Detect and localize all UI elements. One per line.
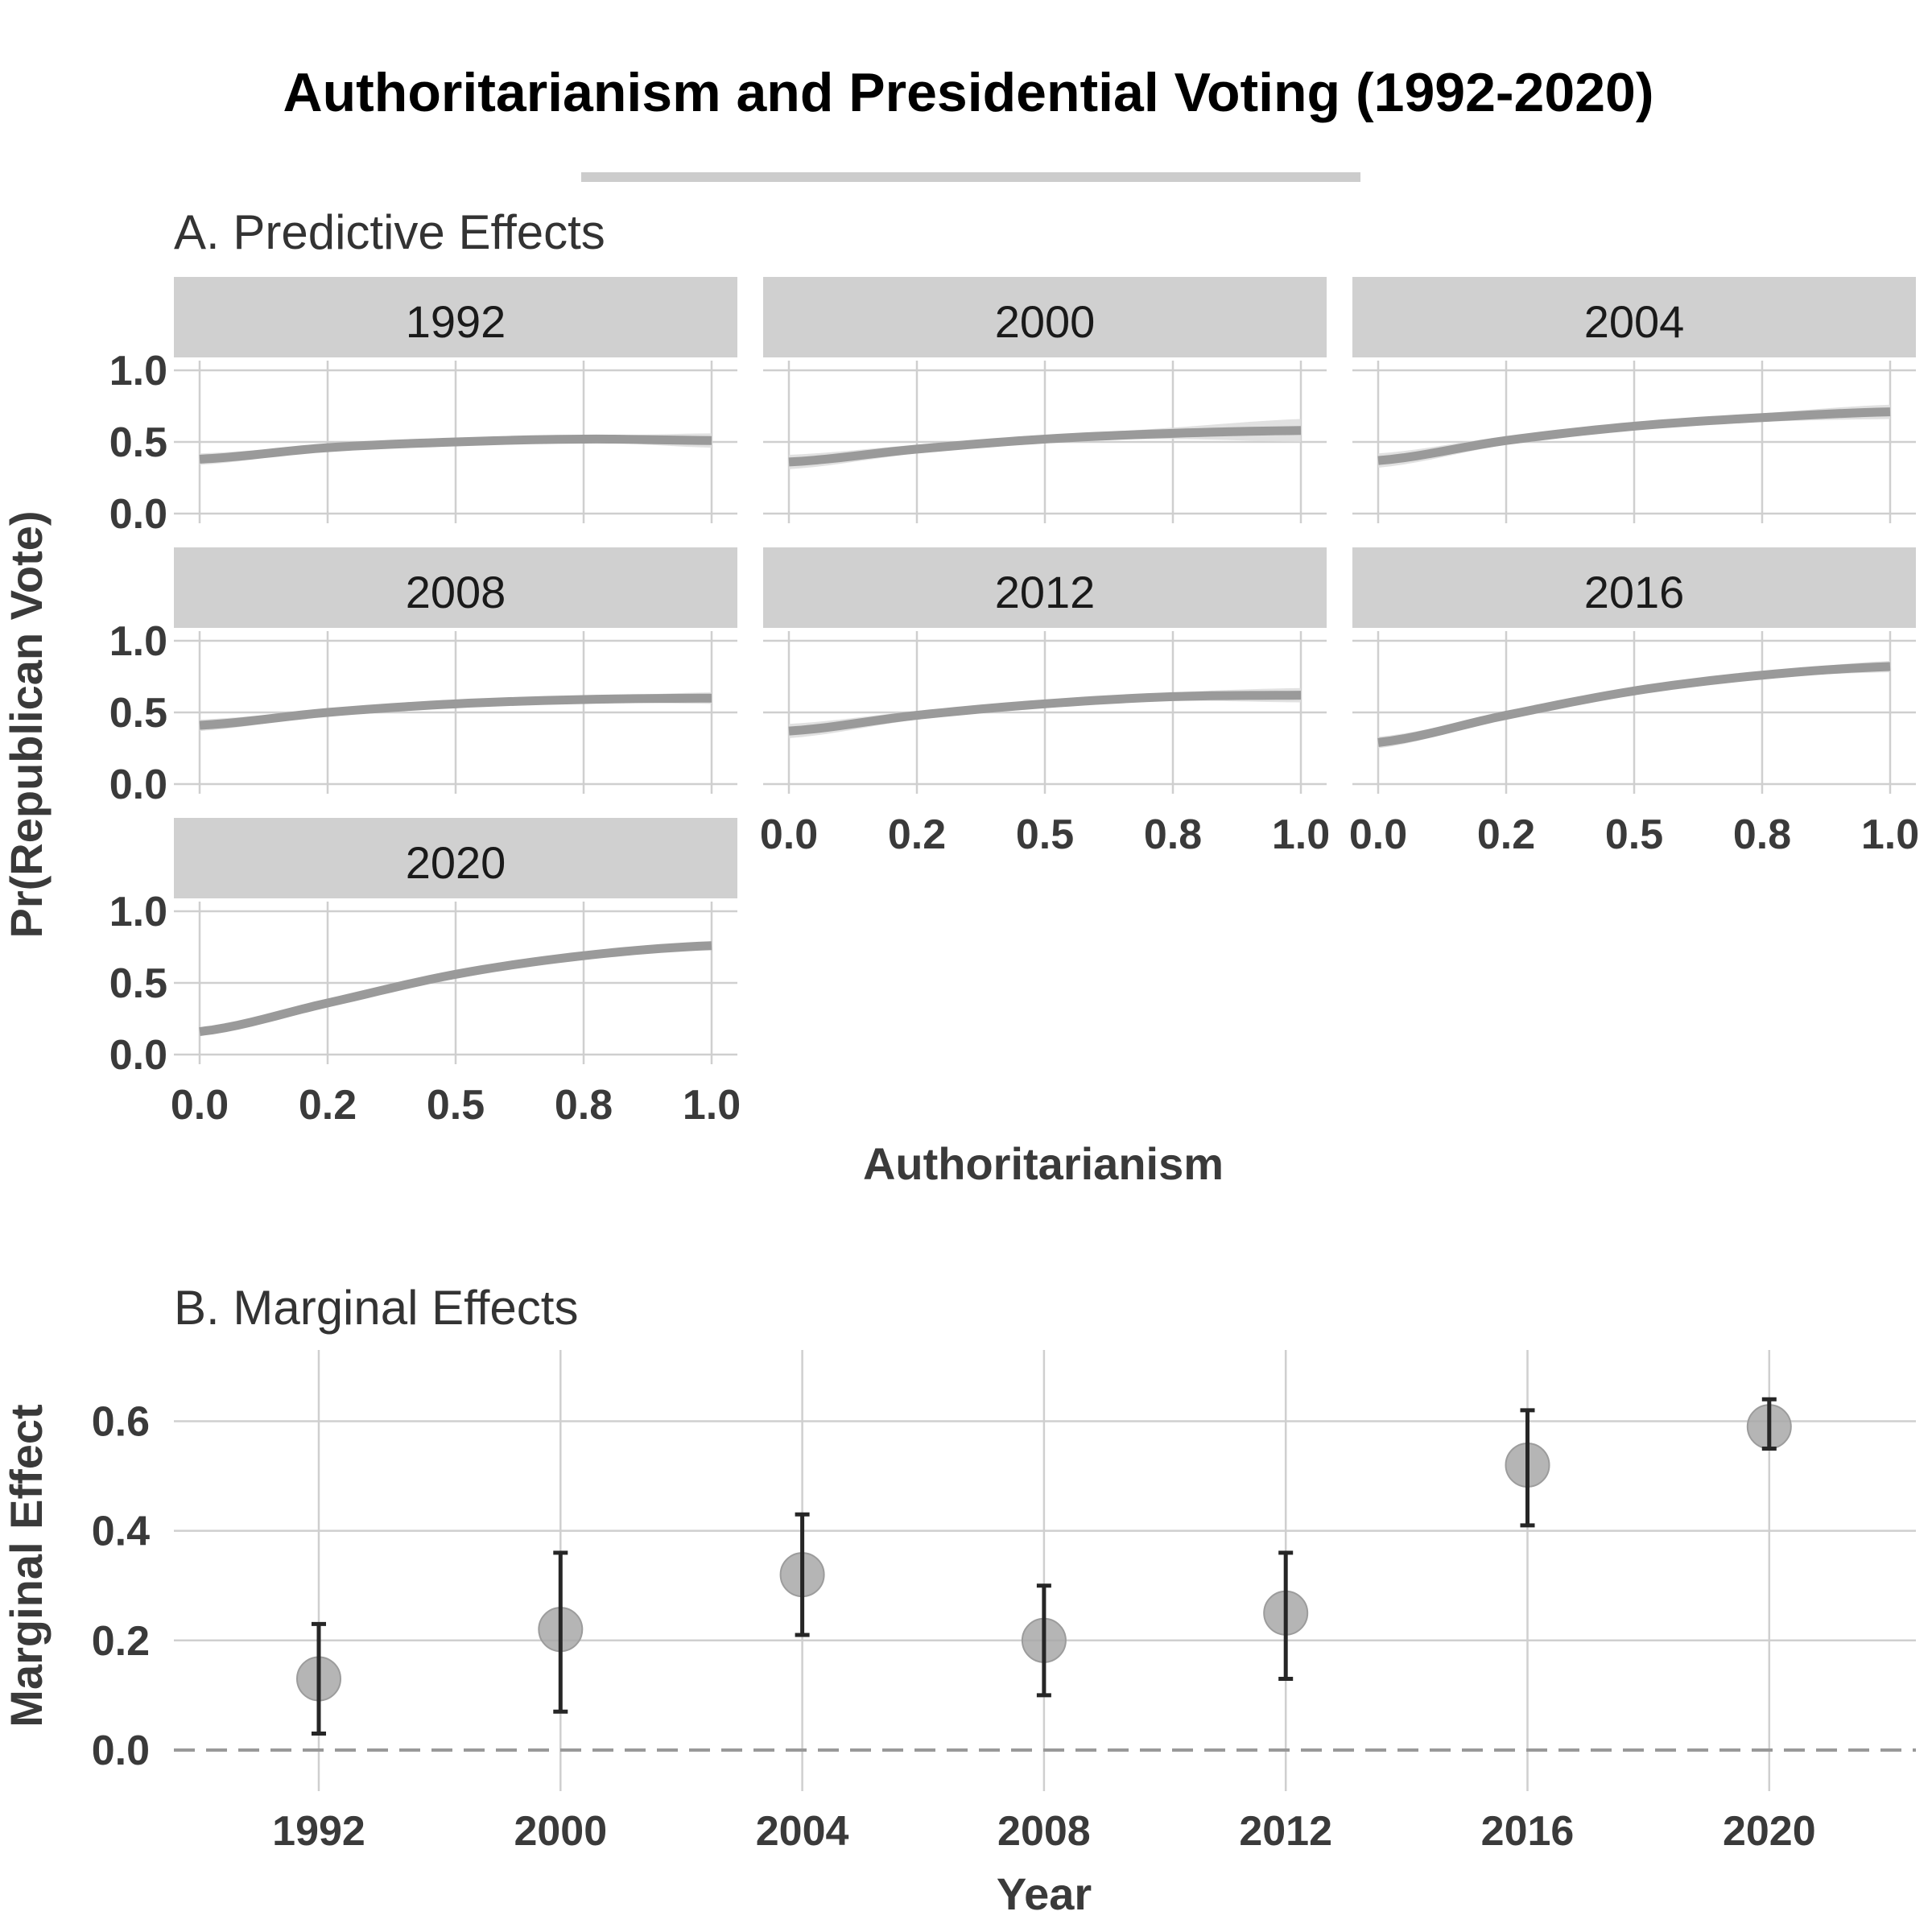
x-tick-label: 2008 (997, 1808, 1091, 1855)
facet-strip-label: 1992 (406, 296, 506, 347)
x-tick-label: 1.0 (1272, 811, 1330, 858)
marginal-point-2012 (1264, 1553, 1307, 1679)
x-tick-label: 0.5 (427, 1082, 485, 1129)
facet-strip-label: 2004 (1584, 296, 1685, 347)
x-tick-label: 1.0 (1861, 811, 1919, 858)
y-tick-label: 0.5 (109, 419, 167, 466)
x-tick-label: 0.5 (1605, 811, 1663, 858)
facet-2000: 2000 (763, 277, 1327, 523)
marginal-effects-panel: B. Marginal Effects 0.0 0.2 0.4 0.6 1992 2000… (1, 1281, 1916, 1919)
facet-2016: 2016 0.0 0.2 0.5 0.8 1.0 (1349, 547, 1919, 858)
y-tick-label: 0.5 (109, 690, 167, 737)
x-tick-label: 2012 (1239, 1808, 1332, 1855)
marginal-point-2020 (1748, 1399, 1791, 1448)
x-tick-label: 0.8 (1144, 811, 1202, 858)
y-tick-label: 0.0 (109, 762, 167, 808)
facet-strip-label: 2016 (1584, 567, 1685, 617)
x-tick-label: 2020 (1723, 1808, 1816, 1855)
y-tick-label: 0.0 (109, 491, 167, 538)
facet-strip-label: 2020 (406, 837, 506, 888)
marginal-x-axis-title: Year (997, 1868, 1092, 1919)
marginal-point-2008 (1022, 1586, 1066, 1695)
facet-2012: 2012 0.0 0.2 0.5 0.8 1.0 (760, 547, 1330, 858)
facet-strip-label: 2012 (995, 567, 1096, 617)
figure-title: Authoritarianism and Presidential Voting… (283, 62, 1654, 123)
y-tick-label: 0.2 (92, 1618, 150, 1665)
y-tick-label: 0.4 (92, 1509, 150, 1555)
facet-2008: 2008 0.0 0.5 1.0 (109, 547, 737, 808)
y-tick-label: 0.6 (92, 1398, 150, 1445)
predictive-x-axis-title: Authoritarianism (863, 1138, 1224, 1189)
x-tick-label: 2016 (1481, 1808, 1575, 1855)
marginal-y-axis-title: Marginal Effect (1, 1404, 52, 1727)
predictive-y-axis-title: Pr(Republican Vote) (1, 510, 52, 938)
facet-strip-label: 2000 (995, 296, 1096, 347)
facet-1992: 1992 0.0 0.5 1.0 (109, 277, 737, 538)
facet-strip-label: 2008 (406, 567, 506, 617)
x-tick-label: 0.0 (171, 1082, 229, 1129)
facet-2020: 2020 0.0 0.5 1.0 0.0 0.2 0.5 0.8 1.0 (109, 818, 741, 1129)
predictive-effects-panel: A. Predictive Effects 1992 0.0 0.5 1.0 2000 2… (1, 205, 1919, 1189)
predictive-effects-panel-title: A. Predictive Effects (174, 205, 605, 259)
facet-grid: 1992 0.0 0.5 1.0 2000 2004 2008 0.0 0.5 1.0 2012 0.… (109, 277, 1919, 1129)
y-tick-label: 1.0 (109, 889, 167, 935)
y-tick-label: 1.0 (109, 618, 167, 665)
x-tick-label: 2004 (756, 1808, 849, 1855)
x-tick-label: 0.0 (1349, 811, 1407, 858)
marginal-effects-plot: 0.0 0.2 0.4 0.6 1992 2000 2004 2008 2012 2016 2020 (92, 1350, 1916, 1855)
x-tick-label: 0.5 (1016, 811, 1074, 858)
x-tick-label: 1992 (272, 1808, 365, 1855)
y-tick-label: 0.0 (92, 1728, 150, 1774)
x-tick-label: 2000 (514, 1808, 607, 1855)
marginal-point-2016 (1506, 1410, 1550, 1525)
y-tick-label: 0.0 (109, 1032, 167, 1079)
x-tick-label: 1.0 (683, 1082, 741, 1129)
x-tick-label: 0.8 (555, 1082, 613, 1129)
marginal-effects-panel-title: B. Marginal Effects (174, 1281, 578, 1335)
x-tick-label: 0.0 (760, 811, 818, 858)
marginal-point-2004 (781, 1514, 824, 1635)
x-tick-label: 0.2 (888, 811, 946, 858)
y-tick-label: 0.5 (109, 960, 167, 1007)
y-tick-label: 1.0 (109, 348, 167, 394)
x-tick-label: 0.2 (1477, 811, 1535, 858)
x-tick-label: 0.2 (299, 1082, 357, 1129)
facet-2004: 2004 (1352, 277, 1916, 523)
x-tick-label: 0.8 (1733, 811, 1791, 858)
marginal-point-2000 (539, 1553, 582, 1711)
